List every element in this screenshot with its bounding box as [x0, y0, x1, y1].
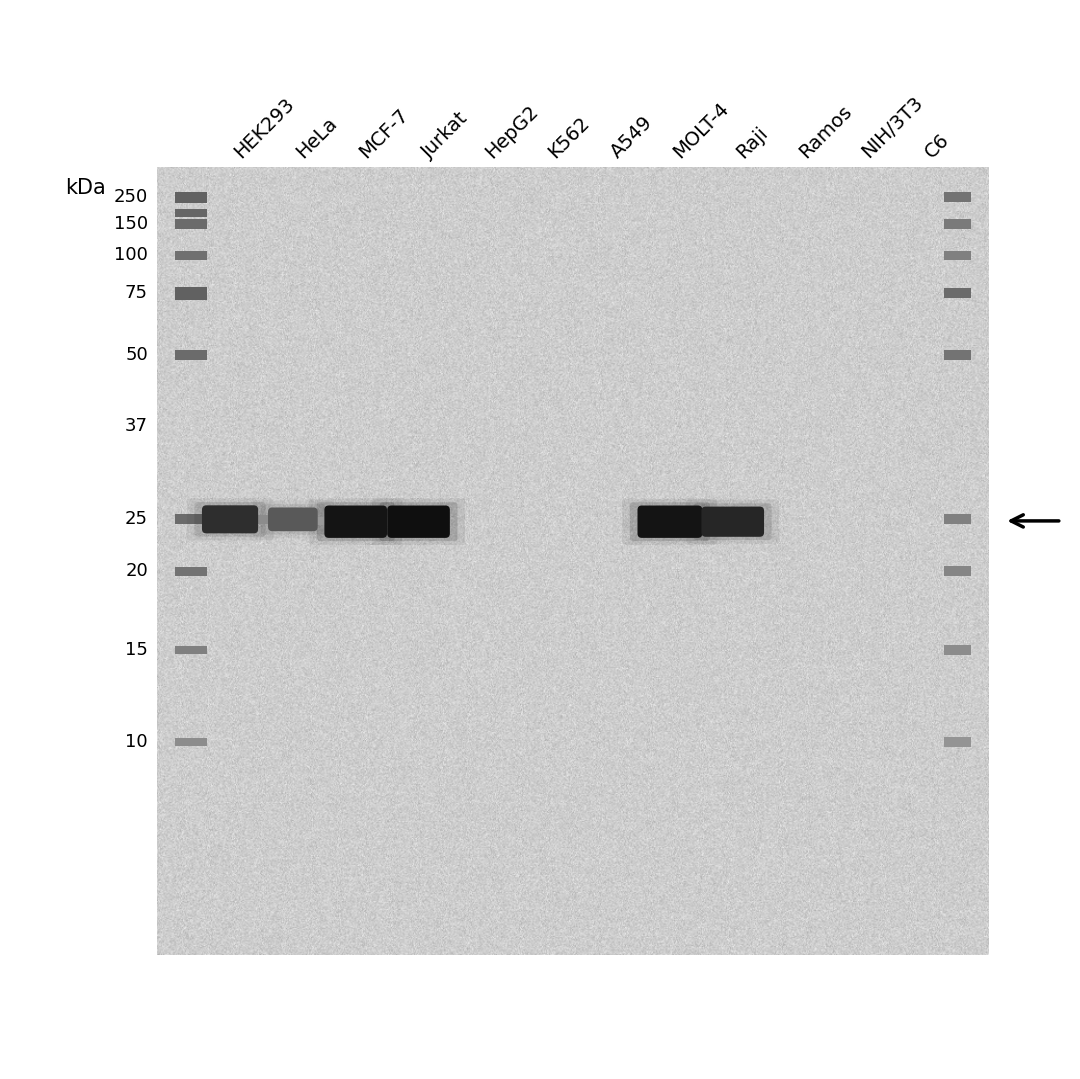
FancyBboxPatch shape	[316, 502, 394, 541]
FancyBboxPatch shape	[175, 208, 207, 217]
FancyBboxPatch shape	[944, 566, 972, 576]
FancyBboxPatch shape	[308, 517, 334, 524]
FancyBboxPatch shape	[944, 645, 972, 655]
FancyBboxPatch shape	[944, 737, 972, 747]
FancyBboxPatch shape	[175, 738, 207, 746]
Text: HepG2: HepG2	[482, 101, 542, 162]
FancyBboxPatch shape	[944, 350, 972, 359]
Text: kDa: kDa	[65, 178, 106, 199]
FancyBboxPatch shape	[944, 219, 972, 229]
Text: Raji: Raji	[732, 123, 771, 162]
Text: 25: 25	[125, 510, 148, 529]
Text: NIH/3T3: NIH/3T3	[859, 93, 927, 162]
FancyBboxPatch shape	[686, 500, 779, 544]
Text: C6: C6	[921, 131, 953, 162]
FancyBboxPatch shape	[248, 515, 278, 523]
Text: Jurkat: Jurkat	[419, 109, 472, 162]
FancyBboxPatch shape	[175, 219, 207, 229]
FancyBboxPatch shape	[622, 498, 717, 545]
Text: 75: 75	[125, 284, 148, 302]
FancyBboxPatch shape	[701, 506, 764, 536]
Text: 250: 250	[113, 188, 148, 206]
Text: 37: 37	[125, 416, 148, 435]
Text: K562: K562	[544, 113, 593, 162]
FancyBboxPatch shape	[202, 505, 258, 533]
Text: 20: 20	[125, 562, 148, 581]
Text: Ramos: Ramos	[796, 101, 855, 162]
FancyBboxPatch shape	[377, 517, 397, 525]
FancyBboxPatch shape	[944, 250, 972, 260]
Text: 150: 150	[113, 215, 148, 233]
FancyBboxPatch shape	[630, 502, 710, 541]
FancyBboxPatch shape	[944, 192, 972, 202]
FancyBboxPatch shape	[260, 504, 325, 534]
FancyBboxPatch shape	[637, 505, 702, 537]
FancyBboxPatch shape	[175, 250, 207, 260]
Text: 15: 15	[125, 641, 148, 659]
FancyBboxPatch shape	[268, 507, 318, 531]
Text: HEK293: HEK293	[230, 94, 298, 162]
FancyBboxPatch shape	[175, 645, 207, 654]
FancyBboxPatch shape	[253, 501, 333, 538]
FancyBboxPatch shape	[309, 498, 402, 545]
FancyBboxPatch shape	[944, 288, 972, 298]
FancyBboxPatch shape	[373, 498, 465, 545]
FancyBboxPatch shape	[175, 287, 207, 300]
FancyBboxPatch shape	[944, 515, 972, 524]
FancyBboxPatch shape	[388, 505, 450, 537]
Text: 50: 50	[125, 345, 148, 364]
FancyBboxPatch shape	[175, 515, 207, 524]
Text: A549: A549	[607, 112, 657, 162]
Text: 100: 100	[114, 246, 148, 264]
FancyBboxPatch shape	[324, 505, 387, 537]
FancyBboxPatch shape	[175, 566, 207, 575]
Text: 10: 10	[125, 734, 148, 751]
FancyBboxPatch shape	[175, 350, 207, 359]
FancyBboxPatch shape	[175, 192, 207, 203]
Text: MOLT-4: MOLT-4	[670, 99, 733, 162]
Text: HeLa: HeLa	[293, 113, 341, 162]
FancyBboxPatch shape	[380, 502, 458, 541]
FancyBboxPatch shape	[692, 518, 711, 525]
Text: MCF-7: MCF-7	[355, 105, 413, 162]
FancyBboxPatch shape	[187, 498, 273, 541]
FancyBboxPatch shape	[693, 503, 771, 540]
FancyBboxPatch shape	[194, 502, 266, 536]
